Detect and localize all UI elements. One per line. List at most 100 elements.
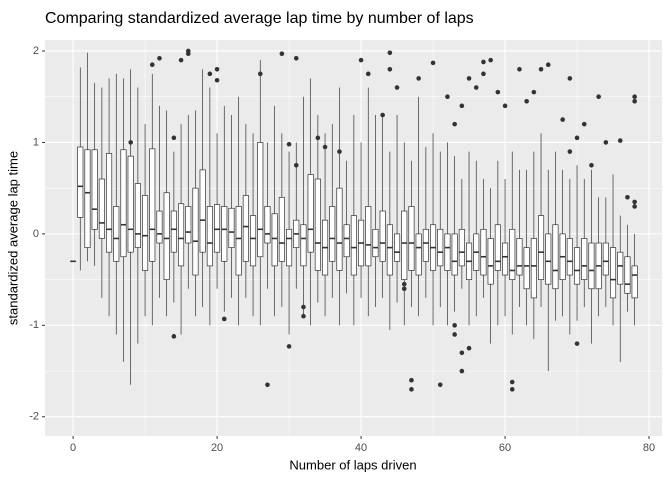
outlier (208, 72, 213, 77)
outlier (280, 51, 285, 56)
y-tick-label: 0 (33, 228, 39, 240)
outlier (632, 204, 637, 209)
outlier (416, 76, 421, 81)
outlier (438, 382, 443, 387)
outlier (517, 67, 522, 72)
box (524, 248, 529, 289)
outlier (265, 382, 270, 387)
outlier (215, 67, 220, 72)
box (164, 193, 169, 280)
box (258, 142, 263, 256)
box (193, 188, 198, 275)
box (207, 206, 212, 265)
x-tick-label: 40 (355, 442, 367, 454)
outlier (388, 67, 393, 72)
box (135, 184, 140, 248)
outlier (618, 138, 623, 143)
box (394, 234, 399, 261)
outlier (546, 62, 551, 67)
box (286, 229, 291, 266)
x-tick-label: 80 (643, 442, 655, 454)
box (121, 150, 126, 257)
box (229, 208, 234, 247)
box (531, 238, 536, 297)
x-axis-title: Number of laps driven (289, 457, 416, 472)
box (142, 195, 147, 270)
outlier (452, 323, 457, 328)
outlier (186, 49, 191, 54)
box (510, 229, 515, 279)
box (114, 206, 119, 261)
outlier (359, 58, 364, 63)
box (171, 211, 176, 252)
y-tick-label: 2 (33, 45, 39, 57)
outlier (467, 346, 472, 351)
outlier (402, 286, 407, 291)
outlier (503, 104, 508, 109)
box (373, 229, 378, 256)
box (272, 214, 277, 266)
outlier (488, 58, 493, 63)
outlier (460, 350, 465, 355)
box (603, 243, 608, 275)
box (222, 206, 227, 261)
outlier (481, 60, 486, 65)
box (517, 238, 522, 275)
outlier (632, 200, 637, 205)
box (178, 204, 183, 266)
box (495, 225, 500, 271)
outlier (409, 378, 414, 383)
outlier (632, 94, 637, 99)
outlier (474, 85, 479, 90)
outlier (539, 67, 544, 72)
outlier (294, 163, 299, 168)
box (250, 216, 255, 266)
outlier (294, 56, 299, 61)
outlier (157, 56, 162, 61)
box (416, 234, 421, 275)
box (488, 238, 493, 284)
y-axis-title: standardized average lap time (5, 151, 20, 325)
box (610, 248, 615, 298)
box (366, 206, 371, 265)
outlier (222, 317, 227, 322)
y-tick-label: -1 (29, 319, 39, 331)
outlier (575, 136, 580, 141)
box (150, 149, 155, 261)
box (582, 238, 587, 279)
box (438, 229, 443, 266)
x-tick-label: 0 (70, 442, 76, 454)
box (625, 257, 630, 294)
box (445, 234, 450, 271)
outlier (380, 113, 385, 118)
box (337, 188, 342, 270)
box (589, 243, 594, 289)
box (243, 195, 248, 261)
outlier (460, 104, 465, 109)
outlier (179, 58, 184, 63)
box (106, 153, 111, 252)
box (632, 266, 637, 298)
outlier (625, 195, 630, 200)
box (481, 229, 486, 275)
box (553, 225, 558, 289)
box (265, 206, 270, 243)
box (351, 216, 356, 275)
outlier (128, 140, 133, 145)
outlier (445, 94, 450, 99)
box (402, 211, 407, 280)
box (459, 229, 464, 266)
box (409, 206, 414, 270)
outlier (409, 387, 414, 392)
outlier (316, 136, 321, 141)
outlier (431, 61, 436, 66)
box (200, 170, 205, 252)
outlier (301, 305, 306, 310)
box (567, 238, 572, 275)
box (502, 243, 507, 275)
outlier (452, 332, 457, 337)
box (546, 234, 551, 284)
box (574, 248, 579, 285)
box (157, 211, 162, 243)
